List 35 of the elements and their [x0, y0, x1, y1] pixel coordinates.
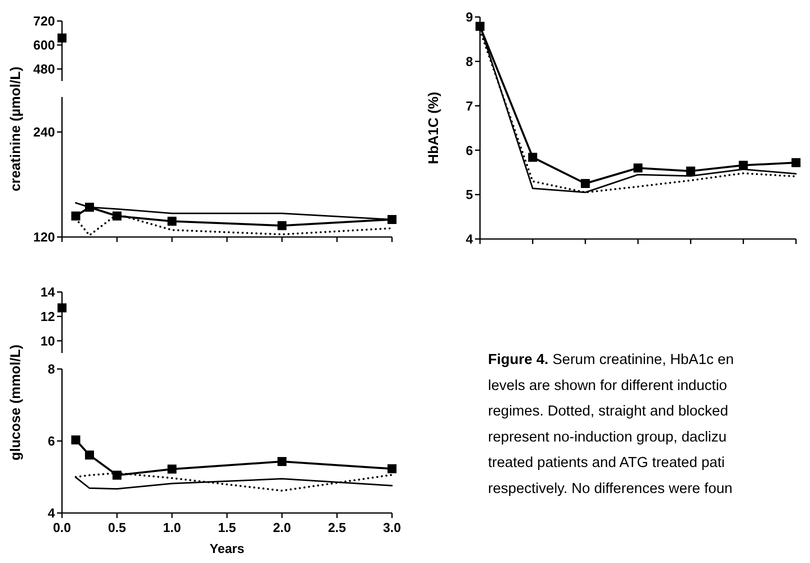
text: represent no-induction group, daclizu: [488, 429, 727, 446]
text: respectively. No differences were foun: [488, 481, 732, 497]
y-tick-label: 720: [33, 14, 55, 29]
y-tick-label: 7: [466, 98, 473, 114]
y-tick-label: 480: [33, 62, 55, 77]
text: treated patients and ATG treated pati: [488, 455, 725, 472]
y-tick-label: 600: [33, 38, 55, 53]
y-tick-label: 10: [40, 333, 55, 348]
x-tick-label: 1.0: [162, 520, 182, 535]
y-tick-label: 9: [466, 10, 473, 25]
y-tick-label: 6: [48, 434, 55, 449]
text: levels are shown for different inductio: [488, 378, 728, 394]
y-tick-label: 120: [33, 230, 55, 245]
x-tick-label: 0.0: [52, 520, 72, 535]
text: regimes. Dotted, straight and blocked: [488, 404, 728, 420]
y-tick-label: 4: [48, 506, 56, 521]
y-tick-label: 8: [48, 362, 55, 377]
x-tick-label: 2.5: [328, 520, 346, 535]
text: Serum creatinine, HbA1c en: [552, 352, 734, 368]
y-tick-label: 14: [40, 284, 56, 300]
y-tick-label: 6: [466, 142, 473, 158]
text: Figure 4.: [488, 352, 552, 368]
x-axis-title: Years: [210, 541, 244, 556]
x-tick-label: 0.5: [108, 520, 126, 535]
y-tick-label: 240: [33, 124, 55, 140]
y-tick-label: 8: [466, 54, 473, 69]
y-axis-title: creatinine (µmol/L): [7, 66, 23, 192]
y-tick-label: 12: [40, 308, 55, 324]
y-tick-label: 4: [466, 232, 474, 247]
x-tick-label: 3.0: [382, 520, 402, 535]
y-tick-label: 5: [466, 187, 473, 202]
y-axis-title: HbA1C (%): [425, 92, 441, 164]
x-tick-label: 1.5: [218, 520, 236, 535]
x-tick-label: 2.0: [272, 520, 292, 535]
y-axis-title: glucose (mmol/L): [7, 344, 23, 460]
